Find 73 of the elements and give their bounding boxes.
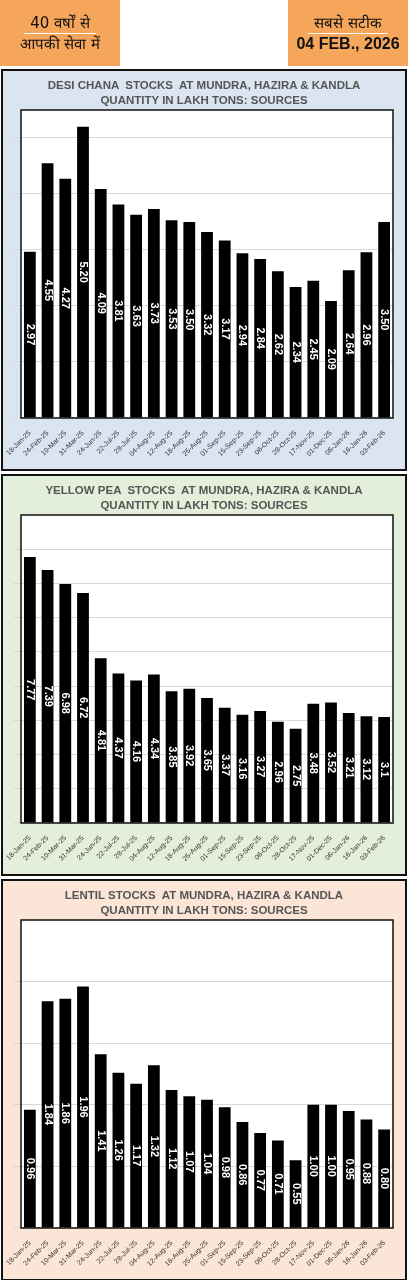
data-label: 3.63 <box>131 305 144 327</box>
data-label: 3.52 <box>325 751 338 774</box>
data-label: 1.00 <box>308 1155 321 1177</box>
data-label: 3.1 <box>379 762 392 778</box>
data-label: 0.98 <box>219 1156 232 1179</box>
text: 04 FEB., 2026 <box>296 34 400 52</box>
chart-subtitle: QUANTITY IN LAKH TONS: SOURCES <box>100 499 308 511</box>
data-label: 5.20 <box>77 261 90 283</box>
data-label: 0.77 <box>255 1169 268 1191</box>
data-label: 4.81 <box>95 729 108 752</box>
data-label: 0.55 <box>290 1183 303 1205</box>
data-label: 2.64 <box>343 333 356 356</box>
data-label: 3.37 <box>219 754 232 776</box>
data-label: 3.73 <box>148 302 161 324</box>
data-label: 1.32 <box>148 1135 161 1158</box>
data-label: 1.84 <box>42 1103 55 1126</box>
data-label: 1.96 <box>77 1096 90 1118</box>
data-label: 1.07 <box>184 1151 197 1173</box>
data-label: 4.16 <box>131 740 144 763</box>
data-label: 4.27 <box>60 287 73 309</box>
data-label: 3.81 <box>113 300 126 322</box>
data-label: 1.17 <box>131 1144 144 1167</box>
data-label: 1.26 <box>113 1139 126 1161</box>
data-label: 2.75 <box>290 764 303 787</box>
data-label: 3.21 <box>343 757 356 779</box>
data-label: 7.77 <box>24 679 37 701</box>
data-label: 3.50 <box>184 309 197 331</box>
data-label: 0.80 <box>379 1167 392 1190</box>
data-label: 2.96 <box>361 324 374 346</box>
data-label: 6.72 <box>77 697 90 719</box>
data-label: 0.71 <box>272 1173 285 1195</box>
data-label: 3.16 <box>237 757 250 780</box>
data-label: 1.41 <box>95 1130 108 1152</box>
chart-title: LENTIL STOCKS AT MUNDRA, HAZIRA & KANDLA <box>64 889 344 901</box>
data-label: 2.62 <box>272 333 285 356</box>
chart-title: YELLOW PEA STOCKS AT MUNDRA, HAZIRA & KANDLA <box>45 484 363 496</box>
data-label: 2.94 <box>237 324 250 347</box>
data-label: 1.00 <box>325 1155 338 1177</box>
text: 40 वर्षों से <box>24 12 96 34</box>
data-label: 6.98 <box>60 692 73 714</box>
data-label: 3.65 <box>201 749 214 771</box>
data-label: 4.37 <box>113 737 126 759</box>
data-label: 2.34 <box>290 341 303 364</box>
data-label: 2.96 <box>272 761 285 783</box>
text: सबसे सटीक <box>308 12 388 34</box>
data-label: 0.95 <box>343 1158 356 1180</box>
data-label: 2.09 <box>325 348 338 370</box>
chart-title: DESI CHANA STOCKS AT MUNDRA, HAZIRA & KANDLA <box>47 79 361 91</box>
data-label: 0.96 <box>24 1157 37 1180</box>
text: आपकी सेवा में <box>19 33 101 54</box>
data-label: 4.55 <box>42 279 55 302</box>
data-label: 3.32 <box>201 314 214 336</box>
data-label: 2.97 <box>24 323 37 346</box>
data-label: 3.53 <box>166 308 179 330</box>
data-label: 4.09 <box>95 292 108 314</box>
data-label: 2.45 <box>308 338 321 360</box>
data-label: 3.50 <box>379 309 392 331</box>
data-label: 3.17 <box>219 318 232 340</box>
data-label: 1.86 <box>60 1102 73 1124</box>
data-label: 1.12 <box>166 1148 179 1170</box>
data-label: 4.34 <box>148 737 161 761</box>
data-label: 0.88 <box>361 1162 374 1185</box>
chart-subtitle: QUANTITY IN LAKH TONS: SOURCES <box>100 94 308 106</box>
chart-subtitle: QUANTITY IN LAKH TONS: SOURCES <box>100 904 308 916</box>
data-label: 0.86 <box>237 1164 250 1186</box>
data-label: 1.04 <box>201 1152 214 1176</box>
data-label: 3.48 <box>308 752 321 774</box>
data-label: 3.27 <box>255 756 268 778</box>
data-label: 3.85 <box>166 746 179 768</box>
data-label: 3.92 <box>184 744 197 767</box>
data-label: 2.84 <box>255 327 268 350</box>
data-label: 3.12 <box>361 758 374 781</box>
data-label: 7.39 <box>42 685 55 707</box>
